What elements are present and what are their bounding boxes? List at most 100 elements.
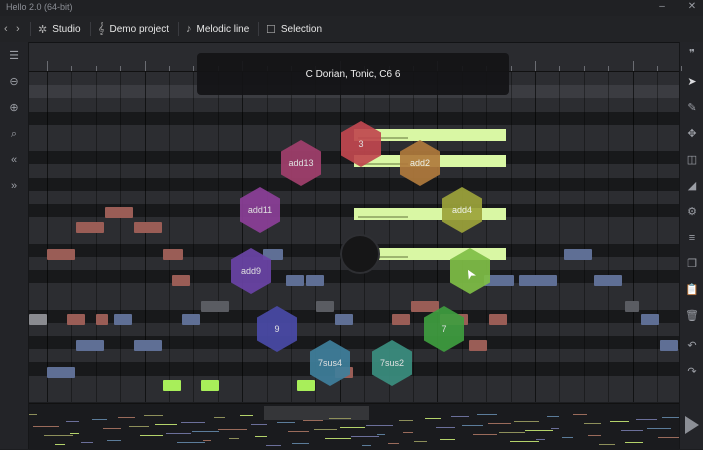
settings-icon[interactable]: ⚙	[687, 206, 697, 218]
midi-note[interactable]	[564, 249, 592, 260]
selected-note[interactable]	[201, 380, 219, 391]
playhead-ring[interactable]	[340, 234, 380, 274]
overview-note	[573, 414, 587, 415]
midi-note[interactable]	[96, 314, 108, 325]
beat-line	[657, 72, 658, 402]
overview-note	[499, 432, 525, 433]
midi-note[interactable]	[489, 314, 507, 325]
undo-icon[interactable]: ↶	[687, 340, 697, 352]
midi-note[interactable]	[316, 301, 334, 312]
ruler-tick	[510, 66, 512, 71]
midi-note[interactable]	[641, 314, 659, 325]
midi-note[interactable]	[392, 314, 410, 325]
beat-line	[242, 72, 244, 402]
overview-note	[103, 428, 121, 429]
quantize-icon[interactable]: ≡	[688, 232, 696, 244]
split-tool-icon[interactable]: ◫	[686, 154, 698, 166]
overview-note	[388, 443, 399, 444]
beat-line	[95, 72, 97, 402]
overview-note	[414, 441, 427, 442]
pitch-row	[29, 375, 679, 390]
close-icon[interactable]: ✕	[687, 1, 697, 12]
midi-note[interactable]	[47, 249, 75, 260]
overview-note	[636, 419, 657, 420]
quote-icon[interactable]: ❞	[689, 48, 695, 60]
midi-note[interactable]	[469, 340, 487, 351]
menu-icon[interactable]: ☰	[9, 50, 19, 62]
midi-note[interactable]	[625, 301, 639, 312]
project-button[interactable]: 𝄞 Demo project	[98, 16, 169, 42]
minimize-icon[interactable]: –	[659, 1, 665, 12]
melodic-line-button[interactable]: ♪ Melodic line	[186, 16, 249, 42]
midi-note[interactable]	[484, 275, 514, 286]
midi-note[interactable]	[47, 367, 75, 378]
midi-note[interactable]	[335, 314, 353, 325]
chevron-right-icon: ›	[16, 23, 20, 35]
midi-note[interactable]	[105, 207, 133, 218]
midi-note[interactable]	[134, 222, 162, 233]
fast-forward-icon[interactable]: »	[10, 180, 18, 192]
overview-note	[366, 425, 393, 426]
selection-button[interactable]: ☐ Selection	[266, 16, 322, 42]
midi-note[interactable]	[660, 340, 678, 351]
selected-note[interactable]	[163, 380, 181, 391]
overview-note	[240, 415, 253, 416]
overview-note	[584, 423, 601, 424]
pointer-tool-icon[interactable]: ➤	[687, 76, 697, 88]
midi-note[interactable]	[76, 222, 104, 233]
midi-note[interactable]	[76, 340, 104, 351]
play-icon[interactable]	[685, 416, 699, 434]
velocity-tool-icon[interactable]: ◢	[687, 180, 697, 192]
overview-note	[425, 418, 441, 419]
melodic-lane[interactable]	[354, 129, 506, 141]
midi-note[interactable]	[114, 314, 132, 325]
overview-note	[166, 433, 191, 434]
ruler-tick	[681, 66, 683, 71]
pitch-row	[29, 177, 679, 192]
rewind-icon[interactable]: «	[10, 154, 18, 166]
beat-line	[510, 72, 512, 402]
overview-note	[81, 442, 93, 443]
selected-note[interactable]	[297, 380, 315, 391]
redo-icon[interactable]: ↷	[687, 366, 697, 378]
zoom-out-icon[interactable]: ⊖	[9, 76, 19, 88]
selection-label: Selection	[280, 23, 323, 35]
ruler-tick	[535, 61, 536, 71]
midi-note[interactable]	[263, 249, 283, 260]
overview-viewport[interactable]	[264, 406, 369, 420]
chord-label: 7sus2	[379, 358, 405, 368]
zoom-in-icon[interactable]: ⊕	[9, 102, 19, 114]
midi-note[interactable]	[67, 314, 85, 325]
paste-icon[interactable]: 📋	[685, 284, 699, 296]
midi-note[interactable]	[411, 301, 439, 312]
ruler-tick	[95, 66, 97, 71]
midi-note[interactable]	[29, 314, 47, 325]
midi-note[interactable]	[306, 275, 324, 286]
beat-line	[437, 72, 439, 402]
midi-note[interactable]	[286, 275, 304, 286]
copy-icon[interactable]: ❐	[687, 258, 697, 270]
midi-note[interactable]	[594, 275, 622, 286]
midi-note[interactable]	[163, 249, 183, 260]
overview-note	[451, 416, 469, 417]
overview-note	[192, 431, 219, 432]
back-button[interactable]: ‹	[4, 16, 13, 42]
overview-note	[203, 440, 211, 441]
delete-icon[interactable]: 🗑	[685, 310, 699, 322]
song-overview[interactable]	[29, 403, 679, 450]
overview-note	[440, 439, 455, 440]
midi-note[interactable]	[134, 340, 162, 351]
move-tool-icon[interactable]: ✥	[687, 128, 697, 140]
forward-button[interactable]: ›	[16, 16, 25, 42]
midi-note[interactable]	[519, 275, 557, 286]
zoom-fit-icon[interactable]: ⌕	[10, 128, 18, 140]
midi-note[interactable]	[201, 301, 229, 312]
pen-tool-icon[interactable]: ✎	[687, 102, 697, 114]
midi-note[interactable]	[182, 314, 200, 325]
overview-note	[599, 444, 615, 445]
melodic-lane[interactable]	[354, 208, 506, 220]
midi-note[interactable]	[172, 275, 190, 286]
melodic-line-label: Melodic line	[196, 23, 250, 35]
studio-button[interactable]: ✲ Studio	[38, 16, 81, 42]
pitch-row	[29, 283, 679, 298]
